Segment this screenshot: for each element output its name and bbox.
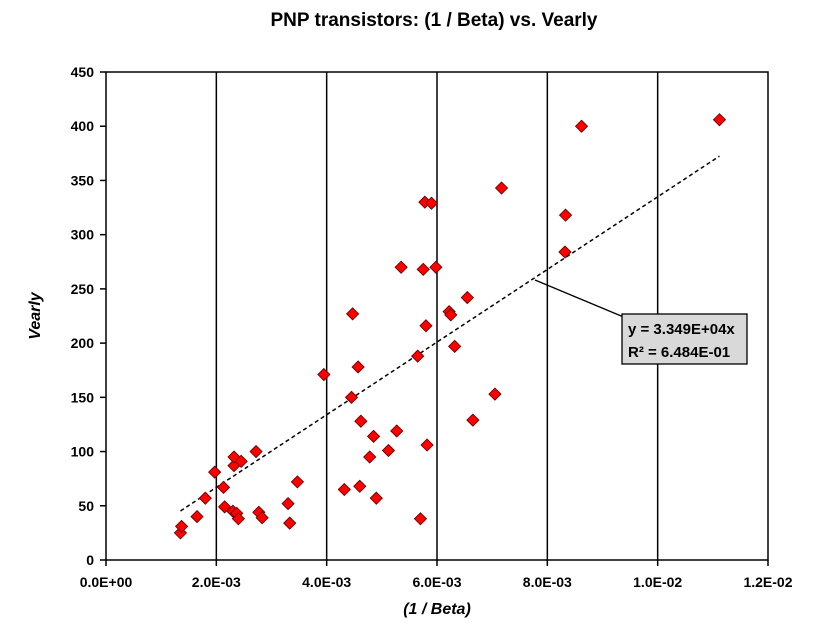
chart-title: PNP transistors: (1 / Beta) vs. Vearly (270, 10, 597, 31)
data-point (317, 367, 331, 382)
x-tick-label: 2.0E-03 (192, 574, 241, 590)
x-tick-label: 1.0E-02 (633, 574, 682, 590)
data-point (369, 491, 383, 505)
data-point (558, 245, 572, 259)
data-point (558, 208, 573, 222)
data-point (354, 414, 368, 428)
data-point (249, 444, 263, 459)
data-point (390, 424, 404, 438)
data-point (494, 181, 509, 195)
x-tick-label: 8.0E-03 (523, 574, 572, 590)
data-point (190, 509, 204, 524)
data-point (198, 491, 212, 505)
data-point (366, 429, 381, 444)
x-axis-ticks: 0.0E+00 2.0E-03 4.0E-03 6.0E-03 8.0E-03 1.0E-… (80, 560, 793, 590)
trendline-equation-box: y = 3.349E+04x R² = 6.484E-01 (621, 313, 748, 365)
data-point (174, 519, 189, 534)
y-tick-label: 300 (71, 227, 95, 243)
equation-box-background (621, 313, 748, 365)
vertical-gridlines (215, 72, 659, 560)
data-point (460, 290, 474, 305)
data-point (281, 496, 295, 511)
data-point (345, 307, 360, 321)
x-axis-label: (1 / Beta) (403, 601, 471, 618)
y-tick-label: 150 (71, 389, 95, 405)
x-tick-label: 6.0E-03 (412, 574, 461, 590)
x-tick-label: 1.2E-02 (743, 574, 792, 590)
data-point (337, 482, 351, 497)
r-squared-text: R² = 6.484E-01 (628, 344, 730, 361)
data-point (231, 512, 246, 526)
trendline (180, 155, 720, 512)
y-axis-label: Vearly (27, 291, 44, 340)
data-point (420, 438, 434, 452)
data-point (429, 260, 443, 274)
equation-text: y = 3.349E+04x (628, 321, 735, 338)
y-tick-label: 100 (71, 444, 95, 460)
data-point (444, 308, 458, 322)
data-point (353, 479, 367, 493)
data-point (419, 319, 433, 333)
data-points (173, 113, 727, 540)
data-point (381, 443, 396, 458)
data-point (424, 196, 439, 210)
data-point (283, 516, 297, 530)
data-point (488, 387, 502, 401)
y-axis-ticks: 0 50 100 150 200 250 300 350 400 450 (71, 64, 106, 568)
x-tick-label: 0.0E+00 (80, 574, 133, 590)
y-tick-label: 200 (71, 335, 95, 351)
data-point (394, 260, 408, 274)
data-point (290, 475, 305, 489)
data-point (363, 450, 377, 464)
y-tick-label: 50 (78, 498, 94, 514)
y-tick-label: 250 (71, 281, 95, 297)
y-tick-label: 400 (71, 118, 95, 134)
y-tick-label: 0 (86, 552, 94, 568)
data-point (411, 349, 425, 363)
data-point (216, 480, 231, 494)
data-point (574, 119, 589, 133)
trendline-callout-leader (534, 279, 627, 319)
data-point (255, 511, 269, 525)
y-tick-label: 450 (71, 64, 95, 80)
x-tick-label: 4.0E-03 (302, 574, 351, 590)
data-point (217, 500, 232, 514)
data-point (344, 390, 359, 404)
data-point (416, 262, 430, 277)
data-point (712, 113, 727, 127)
data-point (466, 413, 480, 427)
data-point (448, 339, 462, 354)
data-point (234, 454, 248, 468)
data-point (413, 512, 428, 526)
y-tick-label: 350 (71, 172, 95, 188)
data-point (208, 465, 222, 479)
data-point (351, 360, 365, 374)
